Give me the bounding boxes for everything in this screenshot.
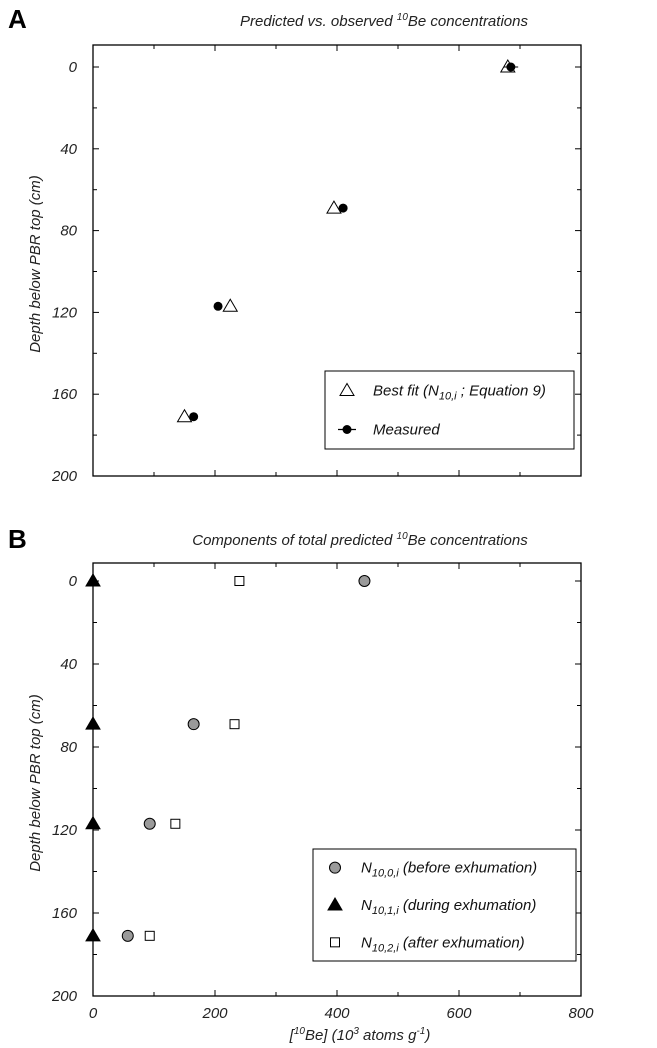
panel-a-point-s0 [222,298,239,312]
panel-b-legend [312,848,577,962]
panel-a-ytick-label: 200 [51,468,78,485]
panel-b-ytick-label: 200 [51,988,78,1005]
panel-b-legend-label-2: N10,2,i (after exhumation) [361,934,525,954]
panel-a-point-s0 [176,408,193,423]
panel-b-title: Components of total predicted 10Be conce… [192,531,528,549]
panel-a-legend-marker-1 [342,425,352,434]
panel-b-point-s0 [358,575,371,587]
panel-b-ytick-label: 80 [60,739,77,756]
panel-b-point-s0 [121,929,134,942]
panel-a-ylabel: Depth below PBR top (cm) [27,175,44,353]
panel-b-point-s0 [143,817,156,830]
panel-b-letter: B [8,524,27,554]
panel-a-point-s1 [213,301,223,311]
panel-b-ytick-label: 120 [52,822,78,839]
panel-b-point-s2 [234,576,245,586]
panel-b-legend-marker-1 [327,897,343,911]
panel-b-ytick-label: 160 [52,905,78,922]
panel-a-plot: 0 40 80 120 160 200 Best fit (N10,i ; Equation… [51,44,582,485]
panel-a-ytick-label: 160 [52,386,78,403]
panel-b-xtick-label: 200 [201,1005,228,1022]
panel-b-point-s1 [85,927,101,942]
panel-b-xlabel: [10Be] (103 atoms g-1) [289,1026,431,1044]
panel-b-legend-label-0: N10,0,i (before exhumation) [361,860,537,880]
panel-a-ytick-label: 0 [69,59,78,76]
panel-a-point-s0 [326,200,342,214]
panel-b-legend-marker-2 [330,937,340,948]
panel-b-xtick-label: 600 [446,1005,472,1022]
panel-a-point-s1 [506,62,516,72]
panel-b-ylabel: Depth below PBR top (cm) [27,694,44,872]
panel-b-point-s2 [144,930,155,941]
panel-a-legend [324,370,575,450]
panel-b-point-s2 [229,719,240,730]
panel-b-point-s2 [170,818,181,829]
panel-a-title: Predicted vs. observed 10Be concentratio… [240,12,528,30]
panel-b-plot: 0 40 80 120 160 200 0 200 400 600 800 N10,0,i (befo… [51,562,594,1022]
panel-b-legend-marker-0 [329,861,341,874]
panel-a-ytick-label: 120 [52,304,78,321]
panel-a-legend-marker-0 [339,382,355,396]
panel-b-xtick-label: 400 [324,1005,350,1022]
panel-b-point-s1 [85,716,101,730]
panel-a-legend-label-1: Measured [373,422,440,439]
panel-a-legend-label-0: Best fit (N10,i ; Equation 9) [373,383,546,403]
panel-a-point-s1 [338,203,348,213]
panel-a-letter: A [8,4,27,34]
panel-b-legend-label-1: N10,1,i (during exhumation) [361,897,536,917]
panel-b-point-s1 [85,815,101,830]
panel-b-point-s0 [187,718,200,731]
panel-b-ytick-label: 40 [60,656,77,673]
panel-b-xtick-label: 0 [89,1005,98,1022]
panel-b-point-s1 [85,573,101,587]
panel-b-ytick-label: 0 [69,573,78,590]
panel-a-ytick-label: 80 [60,223,77,240]
panel-b-xtick-label: 800 [568,1005,594,1022]
panel-a-ytick-label: 40 [60,141,77,158]
panel-a-point-s1 [189,412,199,422]
